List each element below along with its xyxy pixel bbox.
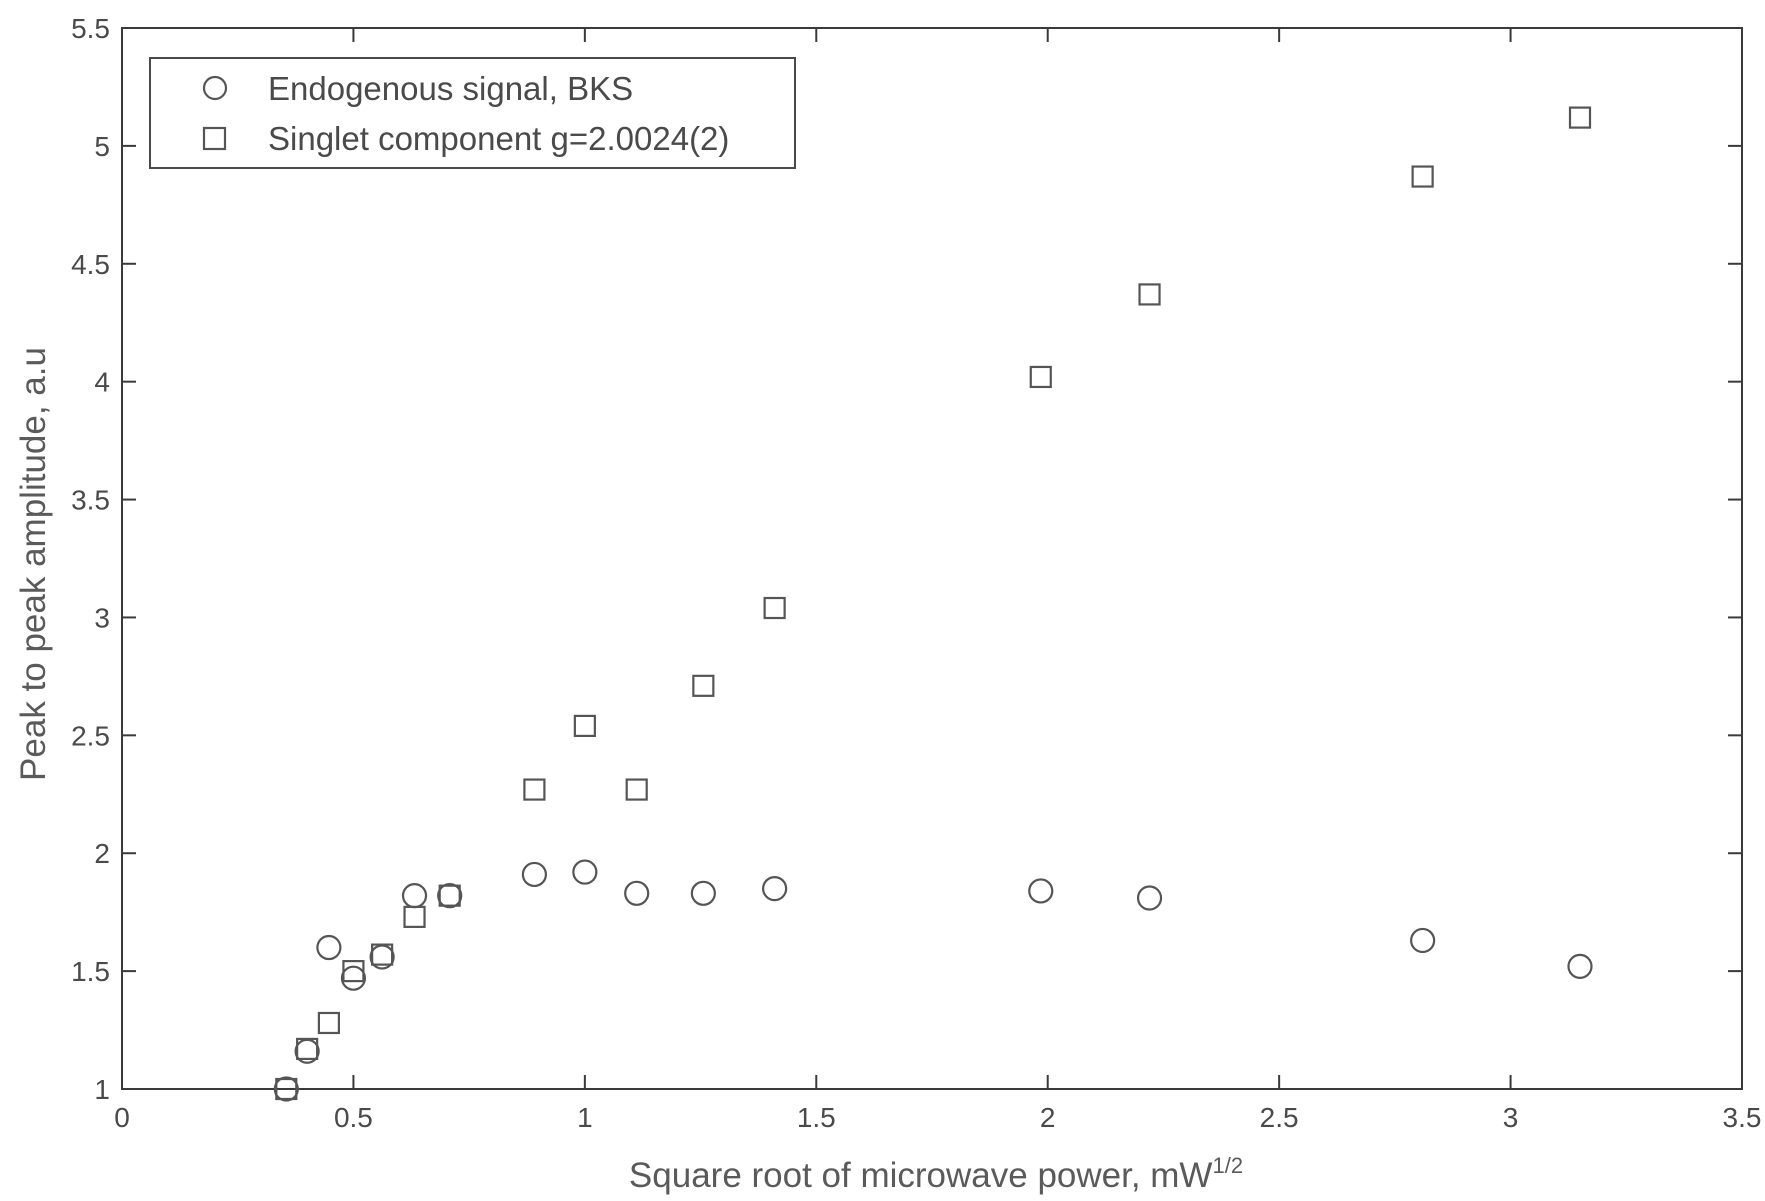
y-tick-label: 5.5 (71, 13, 110, 44)
y-axis-title: Peak to peak amplitude, a.u (14, 347, 53, 781)
y-tick-label: 2 (94, 838, 110, 869)
x-tick-label: 3 (1503, 1102, 1519, 1133)
y-tick-label: 3 (94, 602, 110, 633)
x-tick-label: 2 (1040, 1102, 1056, 1133)
x-axis-title: Square root of microwave power, mW1/2 (629, 1153, 1243, 1195)
x-tick-label: 2.5 (1260, 1102, 1299, 1133)
y-tick-label: 4 (94, 367, 110, 398)
legend: Endogenous signal, BKS Singlet component… (150, 58, 795, 168)
legend-label-endogenous: Endogenous signal, BKS (268, 70, 633, 107)
y-tick-label: 5 (94, 131, 110, 162)
x-axis-title-superscript: 1/2 (1212, 1153, 1243, 1178)
y-tick-label: 1.5 (71, 956, 110, 987)
y-tick-label: 4.5 (71, 249, 110, 280)
x-tick-label: 1 (577, 1102, 593, 1133)
x-tick-label: 0 (114, 1102, 130, 1133)
y-tick-label: 3.5 (71, 485, 110, 516)
legend-label-singlet: Singlet component g=2.0024(2) (268, 120, 729, 157)
x-axis-title-text: Square root of microwave power, mW (629, 1156, 1213, 1195)
y-tick-label: 2.5 (71, 720, 110, 751)
x-tick-label: 1.5 (797, 1102, 836, 1133)
x-tick-label: 3.5 (1723, 1102, 1762, 1133)
y-tick-label: 1 (94, 1074, 110, 1105)
x-tick-label: 0.5 (334, 1102, 373, 1133)
